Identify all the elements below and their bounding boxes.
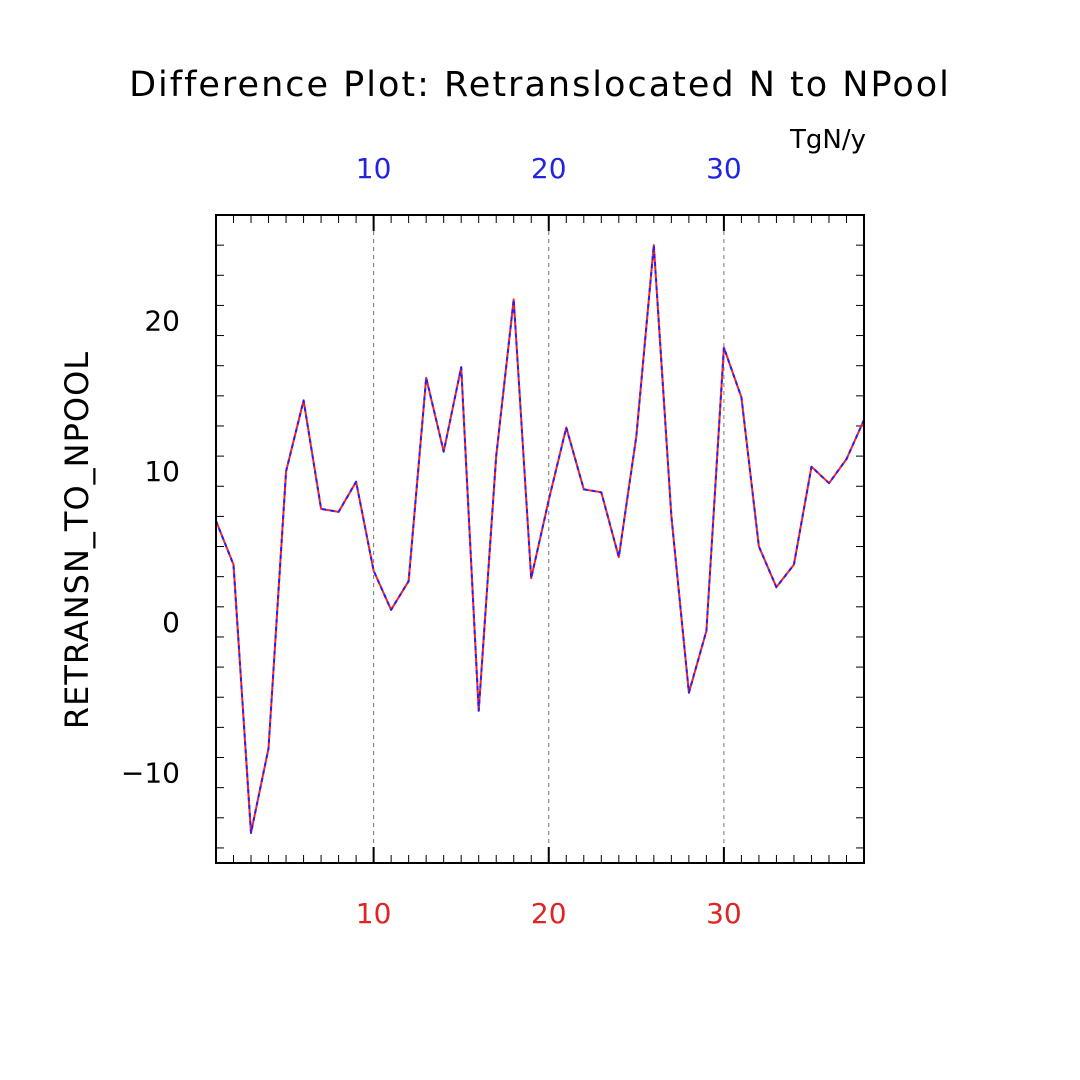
x-tick-label-bottom: 20	[531, 897, 567, 930]
x-tick-label-bottom: 10	[356, 897, 392, 930]
series-line-red	[215, 244, 865, 834]
data-series	[215, 244, 865, 834]
series-line-blue	[215, 244, 865, 834]
axis-ticks	[215, 215, 865, 863]
units-label: TgN/y	[789, 125, 866, 155]
x-tick-label-top: 10	[356, 152, 392, 185]
y-tick-label: 20	[144, 304, 180, 337]
x-tick-label-top: 30	[706, 152, 742, 185]
x-tick-label-top: 20	[531, 152, 567, 185]
tick-labels: 10 10 20 20 30 30 −10 0 10 20	[121, 152, 742, 930]
y-axis-label: RETRANSN_TO_NPOOL	[58, 351, 96, 729]
x-tick-label-bottom: 30	[706, 897, 742, 930]
y-tick-label: 10	[144, 455, 180, 488]
plot-frame	[215, 214, 865, 864]
y-tick-label: −10	[121, 757, 180, 790]
y-tick-label: 0	[162, 606, 180, 639]
gridlines	[373, 215, 725, 863]
chart-title: Difference Plot: Retranslocated N to NPo…	[129, 65, 951, 105]
